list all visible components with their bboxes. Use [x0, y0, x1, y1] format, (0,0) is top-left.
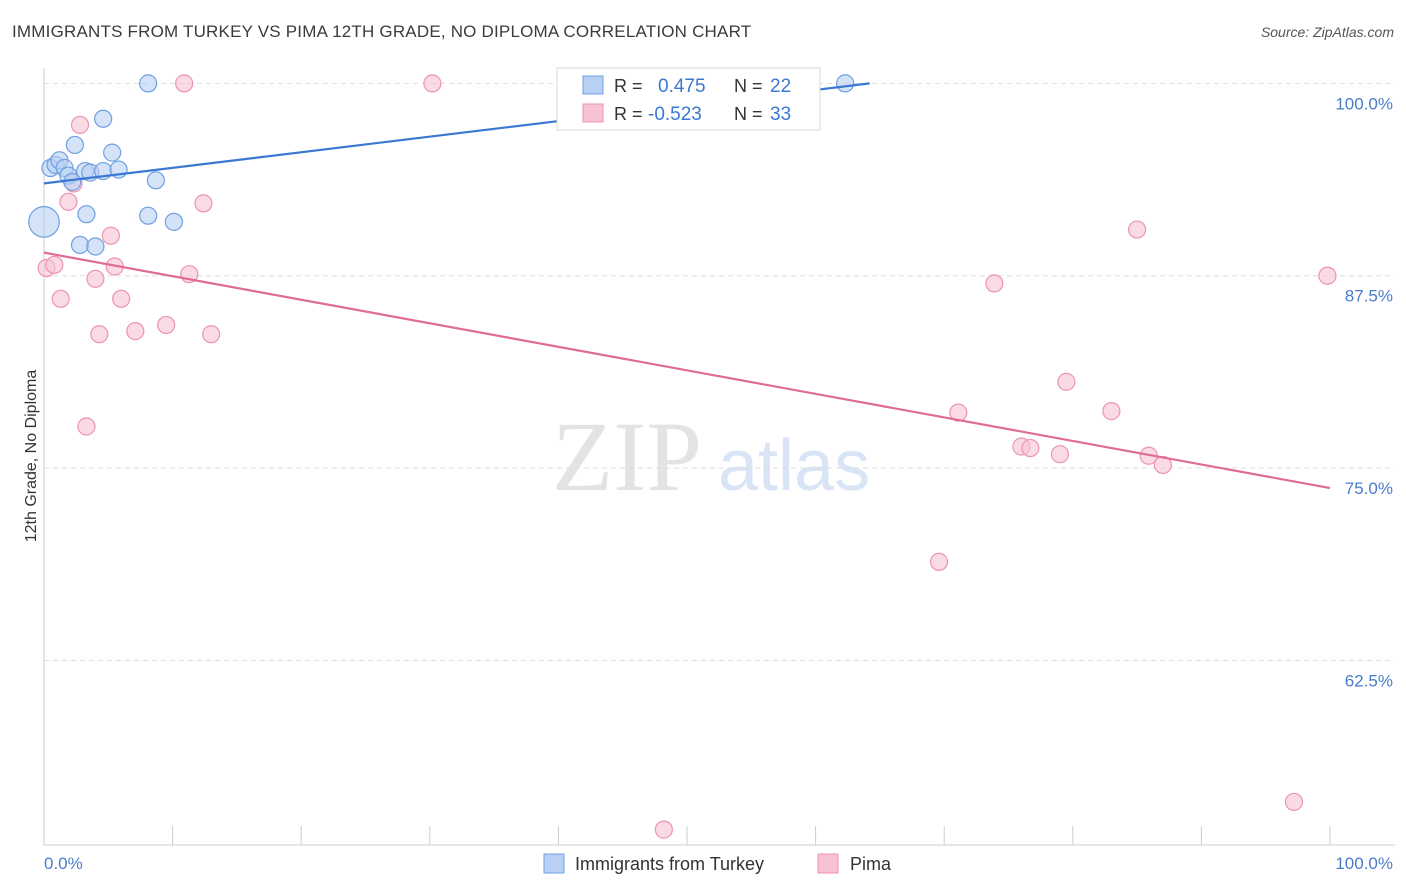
- pima-point: [949, 403, 968, 422]
- pima-point: [86, 269, 105, 288]
- pima-point: [1021, 438, 1040, 458]
- pima-point: [1318, 266, 1337, 285]
- x-tick-max-label: 100.0%: [1335, 854, 1393, 873]
- pima-point: [126, 322, 145, 341]
- pima-point: [157, 315, 176, 335]
- watermark: ZIP atlas: [552, 401, 870, 512]
- turkey-point: [70, 235, 90, 255]
- stats-n-label-pink: N =: [734, 104, 763, 124]
- stats-n-label-blue: N =: [734, 76, 763, 96]
- stats-r-label-pink: R =: [614, 104, 643, 124]
- source-label: Source: ZipAtlas.com: [1260, 24, 1394, 40]
- pima-point: [1057, 372, 1076, 391]
- stats-n-value-blue: 22: [770, 76, 791, 97]
- legend-swatch-pima: [817, 853, 839, 874]
- pima-point: [423, 74, 442, 93]
- stats-n-value-pink: 33: [770, 104, 791, 125]
- turkey-point: [28, 206, 60, 238]
- pima-point: [202, 325, 221, 344]
- pima-trend-line: [43, 251, 1331, 490]
- watermark-atlas: atlas: [718, 426, 870, 506]
- turkey-point: [836, 74, 855, 93]
- pima-point: [59, 192, 78, 211]
- pima-point: [1127, 220, 1147, 239]
- turkey-point: [164, 212, 183, 231]
- pima-point: [985, 274, 1004, 293]
- y-tick-labels: 62.5% 75.0% 87.5% 100.0%: [1335, 94, 1393, 690]
- x-tick-min-label: 0.0%: [44, 854, 83, 873]
- pima-point: [45, 255, 64, 275]
- pima-point: [1050, 445, 1070, 464]
- turkey-point: [103, 143, 122, 162]
- stats-r-value-pink: -0.523: [648, 104, 702, 125]
- turkey-point: [77, 205, 96, 224]
- legend-label-turkey: Immigrants from Turkey: [575, 854, 764, 874]
- x-ticks: [172, 826, 1331, 845]
- pima-point: [90, 325, 109, 344]
- turkey-point: [86, 237, 105, 256]
- y-tick-label: 75.0%: [1345, 479, 1393, 498]
- pima-points: [37, 74, 1337, 839]
- pima-point: [654, 820, 673, 839]
- y-tick-label: 87.5%: [1345, 287, 1393, 306]
- axes: [43, 68, 1395, 846]
- stats-r-value-blue: 0.475: [658, 76, 706, 97]
- watermark-zip: ZIP: [552, 401, 702, 512]
- legend-label-pima: Pima: [850, 854, 892, 874]
- legend-swatch-turkey: [543, 853, 565, 874]
- gridlines: [44, 82, 1395, 661]
- turkey-point: [146, 171, 165, 190]
- stats-r-label-blue: R =: [614, 76, 643, 96]
- y-tick-label: 100.0%: [1335, 94, 1393, 113]
- turkey-point: [65, 135, 84, 155]
- turkey-point: [139, 74, 158, 93]
- bottom-legend: Immigrants from Turkey Pima: [543, 853, 892, 874]
- pima-point: [194, 194, 213, 213]
- pima-point: [101, 226, 120, 245]
- stats-legend: R = 0.475 N = 22 R = -0.523 N = 33: [556, 67, 821, 131]
- stats-legend-swatch-blue: [582, 75, 604, 95]
- y-tick-label: 62.5%: [1345, 671, 1393, 690]
- turkey-points: [28, 74, 855, 256]
- pima-point: [175, 74, 194, 93]
- pima-point: [51, 289, 70, 308]
- pima-point: [929, 552, 949, 571]
- y-axis-label: 12th Grade, No Diploma: [23, 370, 40, 543]
- turkey-point: [139, 206, 158, 225]
- pima-point: [1284, 792, 1304, 812]
- pima-point: [77, 417, 96, 436]
- stats-legend-swatch-pink: [582, 103, 604, 123]
- turkey-point: [94, 109, 113, 128]
- chart-title: IMMIGRANTS FROM TURKEY VS PIMA 12TH GRAD…: [12, 22, 752, 41]
- pima-point: [1102, 402, 1121, 421]
- pima-point: [112, 289, 131, 308]
- pima-point: [70, 115, 90, 135]
